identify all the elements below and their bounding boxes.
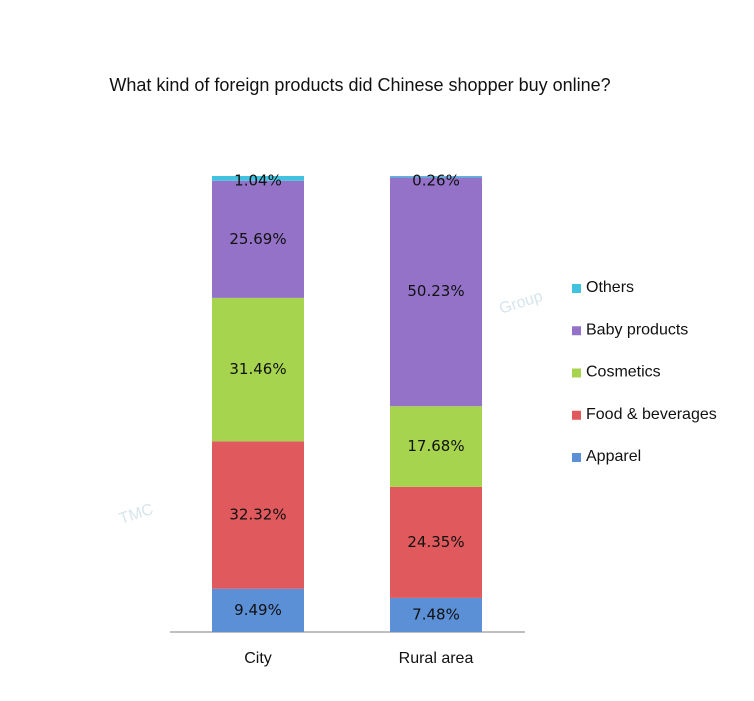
value-label: 25.69% bbox=[229, 230, 286, 248]
legend-label: Food & beverages bbox=[586, 406, 717, 423]
legend-label: Baby products bbox=[586, 321, 688, 338]
value-label: 31.46% bbox=[229, 360, 286, 378]
value-label: 9.49% bbox=[234, 601, 282, 619]
legend-swatch bbox=[572, 410, 581, 420]
value-label: 1.04% bbox=[234, 172, 282, 190]
legend-label: Others bbox=[586, 279, 634, 296]
legend-label: Apparel bbox=[586, 448, 641, 465]
value-label: 7.48% bbox=[412, 605, 460, 623]
legend-swatch bbox=[572, 326, 581, 336]
bar-segment bbox=[390, 597, 482, 632]
bar-segment bbox=[212, 297, 304, 442]
watermark: Group bbox=[497, 288, 545, 318]
value-label: 17.68% bbox=[407, 437, 464, 455]
chart-title: What kind of foreign products did Chines… bbox=[109, 75, 610, 95]
legend-swatch bbox=[572, 453, 581, 462]
bar-segment bbox=[390, 486, 482, 598]
x-tick-label: Rural area bbox=[399, 650, 474, 667]
bar-segment bbox=[390, 177, 482, 407]
legend-swatch bbox=[572, 284, 581, 293]
legend-label: Cosmetics bbox=[586, 364, 661, 381]
bar-segment bbox=[212, 588, 304, 632]
x-tick-label: City bbox=[244, 650, 272, 667]
bar-segment bbox=[390, 176, 482, 178]
watermark: TMC bbox=[117, 501, 155, 528]
bar-segment bbox=[212, 180, 304, 298]
bar-segment bbox=[212, 176, 304, 181]
value-label: 32.32% bbox=[229, 506, 286, 524]
value-label: 0.26% bbox=[412, 172, 460, 190]
bar-segment bbox=[390, 406, 482, 487]
value-label: 50.23% bbox=[407, 282, 464, 300]
legend-swatch bbox=[572, 368, 581, 378]
bar-segment bbox=[212, 441, 304, 589]
value-label: 24.35% bbox=[407, 533, 464, 551]
